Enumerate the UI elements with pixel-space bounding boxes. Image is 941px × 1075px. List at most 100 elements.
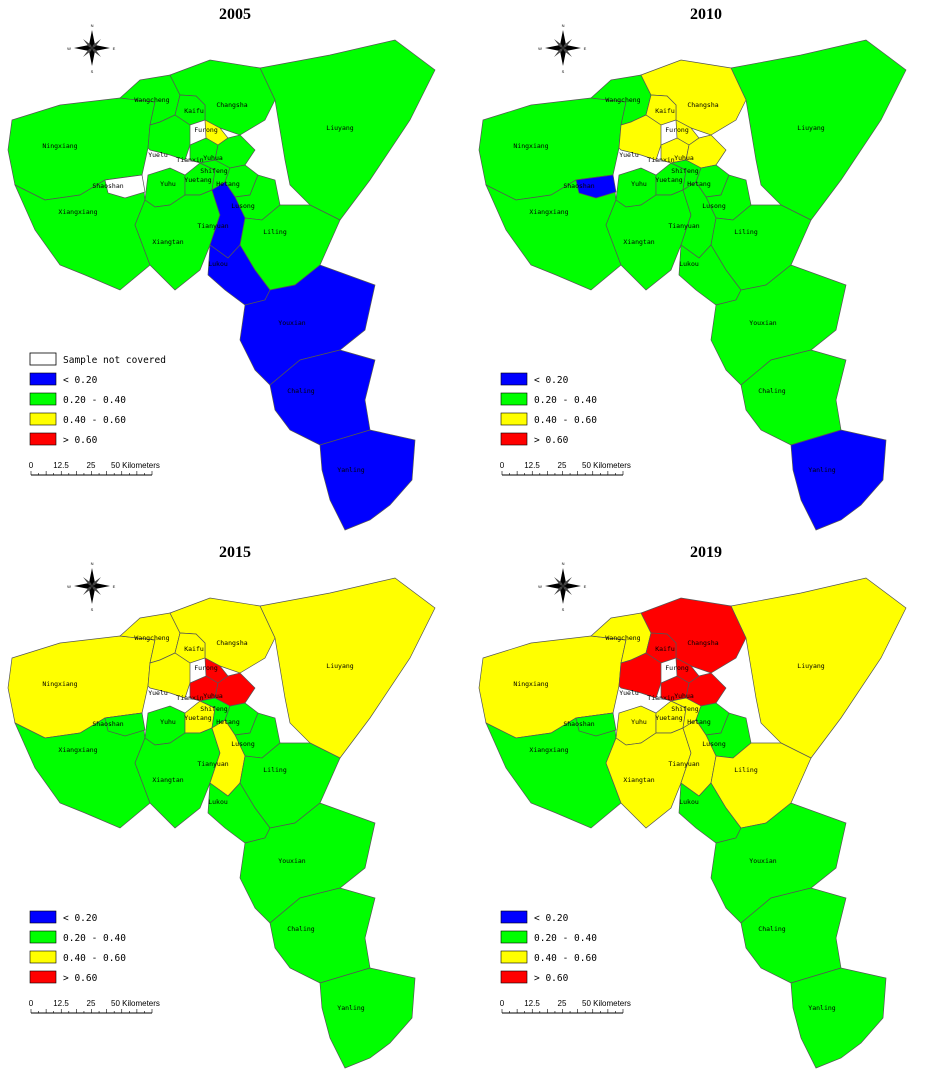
scale-tick-label: 0 [500, 999, 505, 1008]
district-yuelu [147, 652, 191, 699]
legend-swatch-0 [29, 372, 57, 386]
district-label-liuyang: Liuyang [797, 662, 824, 670]
district-label-liuyang: Liuyang [326, 124, 353, 132]
scale-tick-label: 50 Kilometers [111, 461, 160, 470]
scale-tick-label: 12.5 [524, 999, 540, 1008]
district-label-tianyuan: Tianyuan [197, 760, 228, 768]
district-label-kaifu: Kaifu [655, 107, 675, 115]
district-shaoshan [575, 174, 617, 199]
district-layer [478, 577, 907, 1069]
district-label-kaifu: Kaifu [655, 645, 675, 653]
legend-swatch-1 [500, 392, 528, 406]
district-label-shaoshan: Shaoshan [92, 182, 123, 190]
district-label-youxian: Youxian [278, 857, 305, 865]
district-label-xiangxiang: Xiangxiang [529, 746, 568, 754]
map-svg-2010: 2010 N S W E Ningxiang Xiangxiang Wangcheng Liuy… [478, 6, 907, 531]
legend-swatch-3 [500, 970, 528, 984]
legend-swatch-0 [500, 372, 528, 386]
district-label-shifeng: Shifeng [200, 167, 227, 175]
district-label-liling: Liling [263, 766, 287, 774]
district-label-yuhua: Yuhua [203, 154, 223, 162]
legend-swatch-0 [29, 910, 57, 924]
district-liuyang [259, 577, 436, 759]
district-label-tianxin: Tianxin [176, 156, 203, 164]
scale-tick-label: 50 Kilometers [111, 999, 160, 1008]
legend-label-1: 0.20 - 0.40 [63, 395, 126, 406]
map-panel-2005: 2005 N S W E Ningxiang Xiangxiang Wangcheng Liuy… [0, 0, 470, 537]
map-panel-2015: 2015 N S W E Ningxiang Xiangxiang Wangcheng Liuy… [0, 538, 470, 1075]
district-label-xiangtan: Xiangtan [152, 776, 183, 784]
district-label-yuelu: Yuelu [619, 151, 639, 159]
scale-tick-label: 0 [29, 999, 34, 1008]
legend-label-0: < 0.20 [534, 375, 569, 386]
district-label-youxian: Youxian [278, 319, 305, 327]
legend-label-3: > 0.60 [63, 435, 98, 446]
legend-label-2: 0.40 - 0.60 [63, 953, 126, 964]
district-label-xiangtan: Xiangtan [152, 238, 183, 246]
district-label-liling: Liling [734, 228, 758, 236]
legend-swatch-3 [500, 432, 528, 446]
district-yuelu [618, 114, 662, 161]
district-label-lusong: Lusong [231, 740, 255, 748]
district-label-lukou: Lukou [208, 798, 228, 806]
district-label-tianxin: Tianxin [647, 694, 674, 702]
district-label-lusong: Lusong [702, 740, 726, 748]
map-svg-2019: 2019 N S W E Ningxiang Xiangxiang Wangcheng Liuy… [478, 544, 907, 1069]
scale-tick-label: 0 [29, 461, 34, 470]
legend-swatch-2 [29, 950, 57, 964]
district-label-yanling: Yanling [337, 466, 364, 474]
legend-label-1: 0.20 - 0.40 [534, 395, 597, 406]
district-label-liling: Liling [734, 766, 758, 774]
district-label-xiangxiang: Xiangxiang [529, 208, 568, 216]
district-label-chaling: Chaling [287, 387, 314, 395]
compass-n-label: N [562, 23, 565, 28]
legend-swatch-1 [29, 930, 57, 944]
district-label-tianyuan: Tianyuan [668, 222, 699, 230]
district-label-lukou: Lukou [679, 798, 699, 806]
district-label-hetang: Hetang [687, 180, 711, 188]
district-label-shifeng: Shifeng [671, 167, 698, 175]
compass-icon: N S W E [538, 561, 587, 612]
district-label-hetang: Hetang [216, 180, 240, 188]
district-label-changsha: Changsha [687, 101, 718, 109]
district-yanling [319, 967, 416, 1069]
map-svg-2005: 2005 N S W E Ningxiang Xiangxiang Wangcheng Liuy… [7, 6, 436, 531]
district-label-wangcheng: Wangcheng [605, 634, 640, 642]
map-year-title: 2010 [690, 6, 722, 23]
district-label-yanling: Yanling [808, 1004, 835, 1012]
district-label-yuhu: Yuhu [160, 180, 176, 188]
scale-tick-label: 12.5 [524, 461, 540, 470]
map-year-title: 2019 [690, 544, 722, 561]
district-shaoshan [575, 712, 617, 737]
district-label-kaifu: Kaifu [184, 645, 204, 653]
scale-bar: 0 12.5 25 50 Kilometers [500, 461, 631, 476]
district-shaoshan [104, 174, 146, 199]
district-yuelu [147, 114, 191, 161]
district-label-liuyang: Liuyang [797, 124, 824, 132]
scale-tick-label: 0 [500, 461, 505, 470]
scale-bar: 0 12.5 25 50 Kilometers [500, 999, 631, 1014]
district-chaling [269, 349, 376, 446]
legend-label-3: > 0.60 [534, 435, 569, 446]
district-label-yuelu: Yuelu [619, 689, 639, 697]
district-label-liuyang: Liuyang [326, 662, 353, 670]
map-panel-2019: 2019 N S W E Ningxiang Xiangxiang Wangcheng Liuy… [471, 538, 941, 1075]
compass-s-label: S [562, 69, 565, 74]
district-label-chaling: Chaling [758, 387, 785, 395]
compass-s-label: S [562, 607, 565, 612]
district-label-changsha: Changsha [687, 639, 718, 647]
district-layer [7, 577, 436, 1069]
district-yanling [790, 967, 887, 1069]
legend-label-2: 0.40 - 0.60 [534, 415, 597, 426]
district-label-youxian: Youxian [749, 857, 776, 865]
legend-swatch-2 [500, 950, 528, 964]
district-label-chaling: Chaling [758, 925, 785, 933]
compass-n-label: N [562, 561, 565, 566]
compass-e-label: E [113, 46, 116, 51]
district-yanling [790, 429, 887, 531]
district-yanling [319, 429, 416, 531]
compass-icon: N S W E [538, 23, 587, 74]
district-label-tianxin: Tianxin [647, 156, 674, 164]
district-label-shifeng: Shifeng [671, 705, 698, 713]
district-label-furong: Furong [665, 664, 689, 672]
